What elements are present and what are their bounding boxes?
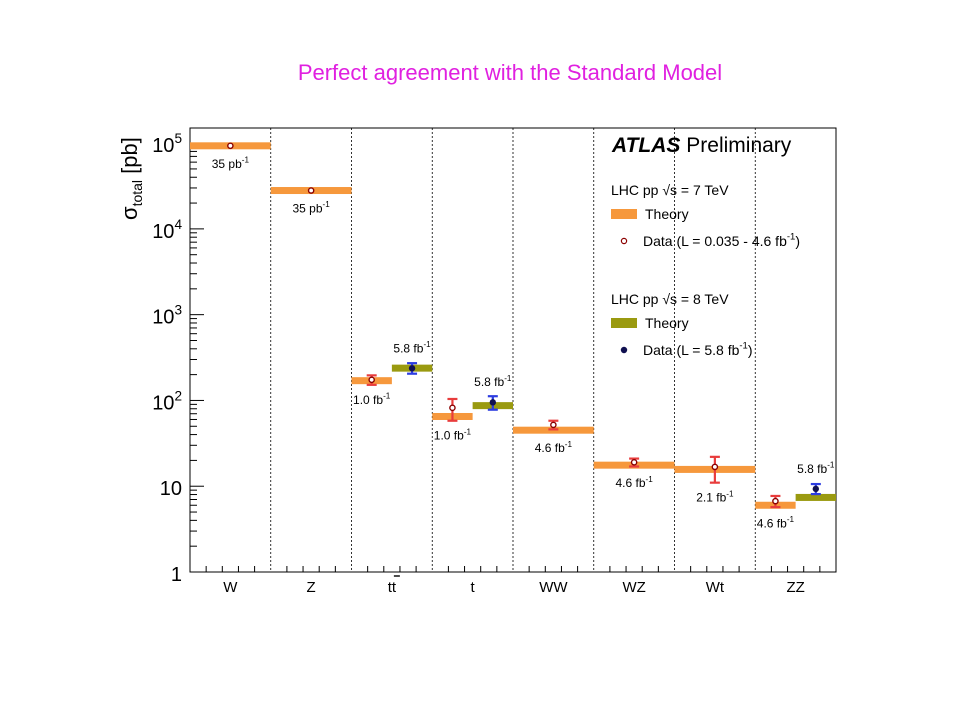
data-point-w-7tev (227, 142, 234, 150)
y-tick-label: 1 (171, 564, 182, 586)
y-axis-title: σtotal [pb] (117, 137, 145, 220)
data-point-tt-7tev (368, 376, 375, 384)
data-point-zz-7tev (772, 497, 779, 505)
legend-header-7tev: LHC pp √s = 7 TeV (611, 182, 729, 198)
lumi-label-wt-7tev: 2.1 fb-1 (696, 489, 734, 504)
lumi-label-t-8tev: 5.8 fb-1 (474, 374, 512, 389)
data-point-t-7tev (449, 404, 456, 412)
luminosity-labels: 35 pb-1 35 pb-1 1.0 fb-1 1.0 fb-1 4.6 fb-1 4.… (212, 155, 835, 530)
atlas-label: ATLAS Preliminary (611, 134, 792, 157)
lumi-label-w-7tev: 35 pb-1 (212, 155, 250, 170)
lumi-label-tt-8tev: 5.8 fb-1 (393, 340, 431, 355)
legend-data-label-7tev: Data (L = 0.035 - 4.6 fb-1) (643, 232, 800, 249)
lumi-label-zz-7tev: 4.6 fb-1 (757, 515, 795, 530)
y-tick-label: 10 (160, 478, 182, 500)
category-dividers (270, 128, 756, 572)
legend-header-8tev: LHC pp √s = 8 TeV (611, 291, 729, 307)
lumi-label-z-7tev: 35 pb-1 (292, 200, 330, 215)
x-tick-label-t: t (471, 579, 476, 596)
data-point-t-8tev (489, 399, 497, 406)
y-tick-label: 105 (152, 131, 182, 157)
lumi-label-tt-7tev: 1.0 fb-1 (353, 391, 391, 406)
theory-band-zz-8tev (795, 493, 836, 501)
x-tick-label-w: W (223, 579, 238, 596)
data-point-zz-8tev (812, 485, 820, 493)
y-tick-label: 103 (152, 303, 182, 329)
x-tick-label-ww: WW (539, 579, 568, 596)
legend-theory-swatch-8tev (611, 318, 637, 328)
y-tick-label: 102 (152, 388, 182, 414)
data-point-ww-7tev (550, 421, 557, 429)
legend-data-marker-7tev (620, 237, 628, 245)
data-points (227, 142, 821, 509)
legend-theory-label-8tev: Theory (645, 315, 689, 331)
data-point-wt-7tev (711, 463, 719, 471)
y-tick-label: 104 (152, 217, 182, 243)
y-axis: 1 10 102 103 104 105 σtotal [pb] (117, 131, 204, 586)
legend-data-marker-8tev (620, 346, 628, 354)
legend-data-label-8tev: Data (L = 5.8 fb-1) (643, 341, 753, 358)
x-tick-label-wt: Wt (706, 579, 725, 596)
legend: ATLAS Preliminary LHC pp √s = 7 TeV Theory… (611, 134, 800, 358)
x-tick-label-z: Z (307, 579, 316, 596)
data-point-z-7tev (307, 187, 315, 194)
lumi-label-zz-8tev: 5.8 fb-1 (797, 461, 835, 476)
lumi-label-wz-7tev: 4.6 fb-1 (615, 475, 653, 490)
x-tick-label-zz: ZZ (786, 579, 804, 596)
x-tick-label-wz: WZ (622, 579, 645, 596)
lumi-label-ww-7tev: 4.6 fb-1 (535, 440, 573, 455)
data-point-tt-8tev (408, 365, 416, 372)
x-tick-label-tt: tt (388, 579, 397, 596)
slide-title: Perfect agreement with the Standard Mode… (297, 60, 723, 85)
lumi-label-t-7tev: 1.0 fb-1 (434, 427, 472, 442)
legend-theory-swatch-7tev (611, 209, 637, 219)
legend-theory-label-7tev: Theory (645, 206, 689, 222)
data-point-wz-7tev (630, 459, 638, 466)
